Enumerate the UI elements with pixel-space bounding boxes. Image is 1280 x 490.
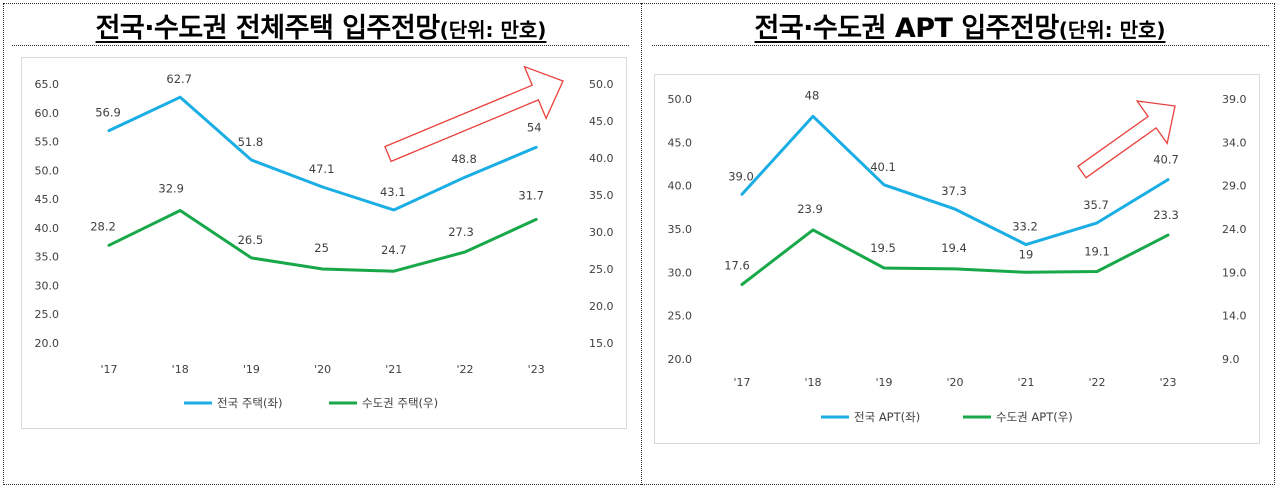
y-right-tick-label: 24.0 [1222,223,1247,236]
y-left-tick-label: 50.0 [35,164,60,177]
legend-label: 수도권 주택(우) [362,396,438,410]
data-label: 19.4 [941,241,967,255]
heading-main: 전국·수도권 APT 입주전망 [754,13,1059,44]
x-tick-label: '17 [733,376,750,389]
y-right-tick-label: 19.0 [1222,266,1247,279]
line-chart-apt: 50.0 45.0 40.0 35.0 30.0 25.0 20.0 39.0 34.0 29.0… [668,88,1247,424]
y-left-tick-label: 25.0 [668,310,693,323]
data-label: 33.2 [1012,220,1038,234]
heading-rule-right [652,45,1269,46]
y-right-tick-label: 34.0 [1222,136,1247,149]
y-right-tick-label: 40.0 [589,152,614,165]
heading-rule-left [12,45,629,46]
data-label: 37.3 [941,184,967,198]
y-right-tick-label: 35.0 [589,189,614,202]
data-label: 28.2 [90,219,116,233]
chart-heading-apt: 전국·수도권 APT 입주전망(단위: 만호) [645,6,1275,44]
data-label: 25 [314,241,329,255]
y-right-tick-label: 39.0 [1222,93,1247,106]
y-left-tick-label: 60.0 [35,107,60,120]
outer-frame [3,3,1275,485]
data-label: 51.8 [238,135,264,149]
x-tick-label: '20 [314,363,331,376]
x-tick-label: '19 [875,376,892,389]
trend-arrow-icon [1076,100,1176,179]
x-tick-label: '23 [1159,376,1176,389]
y-right-tick-label: 30.0 [589,226,614,239]
data-label: 35.7 [1083,198,1109,212]
y-left-tick-label: 55.0 [35,136,60,149]
y-left-tick-label: 45.0 [668,136,693,149]
y-left-tick-label: 65.0 [35,78,60,91]
series-line-1 [107,95,538,212]
data-label: 23.3 [1153,208,1179,222]
heading-unit: (단위: 만호) [439,18,547,42]
y-left-tick-label: 20.0 [35,337,60,350]
y-right-tick-label: 29.0 [1222,180,1247,193]
x-tick-label: '21 [1017,376,1034,389]
data-label: 26.5 [238,233,264,247]
y-right-tick-label: 20.0 [589,300,614,313]
x-tick-label: '18 [804,376,821,389]
panel-divider [641,3,642,485]
y-left-tick-label: 40.0 [35,222,60,235]
series-line-2 [740,228,1170,286]
data-label: 19.5 [870,241,896,255]
chart-panel-apt: 50.0 45.0 40.0 35.0 30.0 25.0 20.0 39.0 34.0 29.0… [654,74,1260,444]
data-label: 47.1 [309,162,335,176]
series-line-2 [107,209,538,273]
y-left-tick-label: 45.0 [35,193,60,206]
line-chart-all-housing: 65.0 60.0 55.0 50.0 45.0 40.0 35.0 30.0 25.0 20.0… [35,65,614,410]
legend-label: 수도권 APT(우) [996,410,1073,424]
data-label: 56.9 [95,106,121,120]
data-label: 48 [805,88,820,102]
x-tick-label: '20 [946,376,963,389]
data-label: 19.1 [1084,244,1110,258]
data-label: 39.0 [728,169,754,183]
data-label: 23.9 [797,202,823,216]
data-label: 19 [1019,247,1034,261]
data-label: 17.6 [724,258,750,272]
x-tick-label: '22 [1088,376,1105,389]
x-tick-label: '21 [385,363,402,376]
data-label: 43.1 [380,185,406,199]
y-left-tick-label: 30.0 [35,279,60,292]
x-tick-label: '19 [243,363,260,376]
y-left-tick-label: 35.0 [35,251,60,264]
x-tick-label: '17 [100,363,117,376]
chart-heading-all-housing: 전국·수도권 전체주택 입주전망(단위: 만호) [6,6,636,44]
heading-unit: (단위: 만호) [1058,18,1166,42]
y-left-tick-label: 50.0 [668,93,693,106]
y-right-tick-label: 45.0 [589,115,614,128]
x-tick-label: '23 [528,363,545,376]
y-left-tick-label: 30.0 [668,266,693,279]
x-tick-label: '18 [172,363,189,376]
data-label: 62.7 [166,72,192,86]
y-right-tick-label: 14.0 [1222,310,1247,323]
y-right-tick-label: 50.0 [589,78,614,91]
y-left-tick-label: 20.0 [668,353,693,366]
y-left-tick-label: 40.0 [668,180,693,193]
y-right-tick-label: 25.0 [589,263,614,276]
series-line-1 [740,114,1170,247]
data-label: 40.7 [1153,153,1179,167]
heading-main: 전국·수도권 전체주택 입주전망 [95,13,440,44]
legend-label: 전국 APT(좌) [854,410,920,424]
chart-panel-all-housing: 65.0 60.0 55.0 50.0 45.0 40.0 35.0 30.0 25.0 20.0… [21,57,627,429]
data-label: 31.7 [518,188,544,202]
data-label: 27.3 [448,225,474,239]
y-left-tick-label: 35.0 [668,223,693,236]
y-right-tick-label: 9.0 [1222,353,1240,366]
x-tick-label: '22 [456,363,473,376]
data-label: 54 [527,120,542,134]
data-label: 32.9 [158,182,184,196]
data-label: 40.1 [870,160,896,174]
data-label: 24.7 [381,243,407,257]
trend-arrow-icon [384,65,564,163]
legend-label: 전국 주택(좌) [217,396,283,410]
y-right-tick-label: 15.0 [589,337,614,350]
data-label: 48.8 [451,152,477,166]
y-left-tick-label: 25.0 [35,308,60,321]
